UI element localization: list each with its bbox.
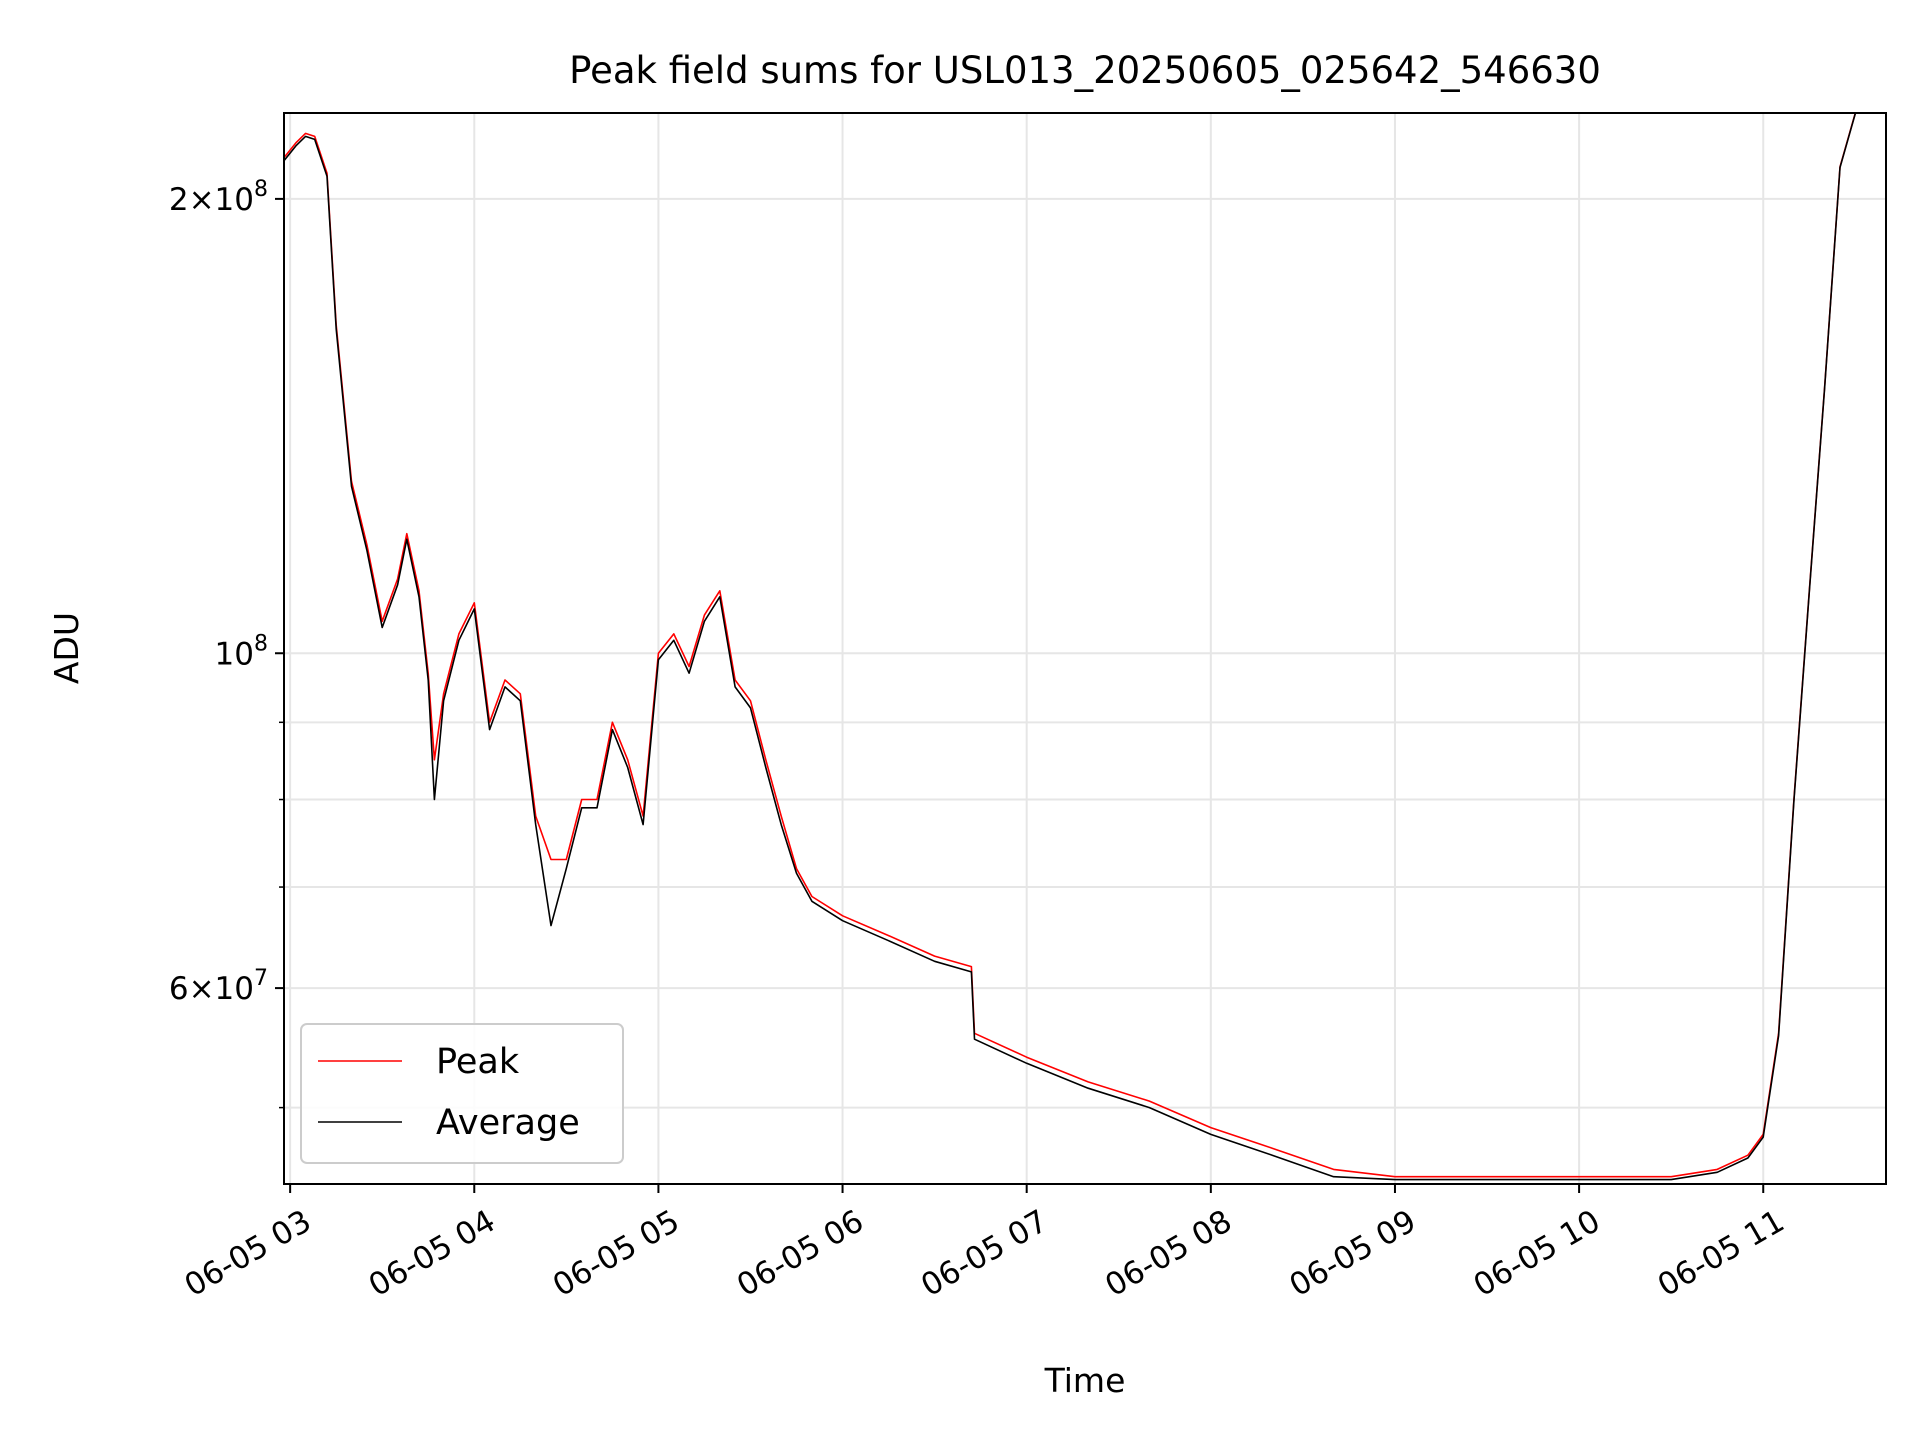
series-line-average — [284, 113, 1857, 1181]
y-axis-ticks: 2×108 108 6×107 — [169, 177, 284, 1109]
grid-lines — [284, 113, 1886, 1184]
legend-box — [300, 1023, 624, 1164]
y-tick-label: 108 — [215, 631, 268, 672]
series-lines — [284, 113, 1857, 1181]
y-tick-label: 2×108 — [169, 177, 268, 218]
x-axis-title: Time — [1044, 1361, 1126, 1400]
chart-title: Peak field sums for USL013_20250605_0256… — [569, 49, 1601, 92]
legend-label-peak: Peak — [436, 1042, 520, 1082]
y-axis-title: ADU — [47, 612, 86, 684]
series-line-peak — [284, 113, 1857, 1178]
legend: Peak Average — [300, 1023, 624, 1164]
y-tick-label: 6×107 — [169, 966, 268, 1007]
plot-frame — [283, 112, 1887, 1185]
legend-label-average: Average — [436, 1103, 580, 1143]
